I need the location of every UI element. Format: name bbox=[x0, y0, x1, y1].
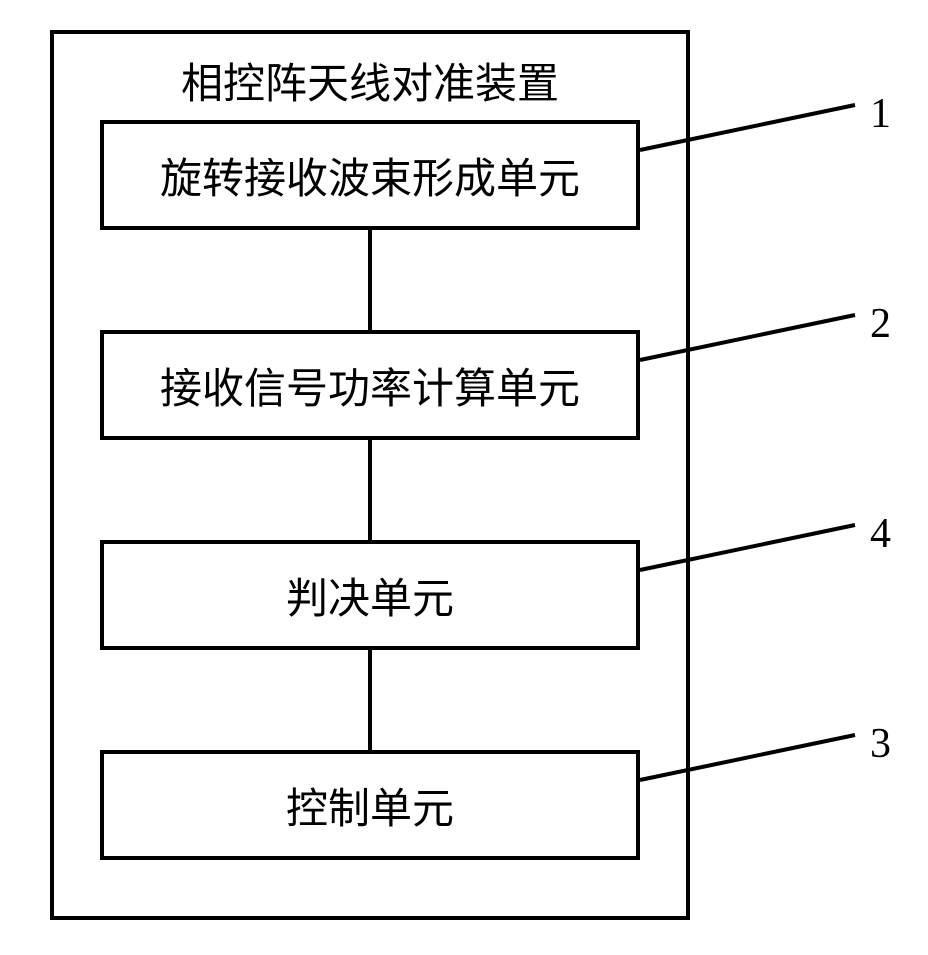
node-label: 控制单元 bbox=[286, 775, 454, 836]
connector-line bbox=[368, 230, 372, 330]
connector-line bbox=[368, 650, 372, 750]
reference-number: 1 bbox=[870, 90, 891, 138]
leader-line bbox=[640, 315, 855, 360]
node-box: 控制单元 bbox=[100, 750, 640, 860]
node-box: 旋转接收波束形成单元 bbox=[100, 120, 640, 230]
leader-line bbox=[640, 105, 855, 150]
leader-line bbox=[640, 735, 855, 780]
container-title: 相控阵天线对准装置 bbox=[50, 50, 690, 111]
reference-number: 3 bbox=[870, 720, 891, 768]
node-box: 判决单元 bbox=[100, 540, 640, 650]
node-box: 接收信号功率计算单元 bbox=[100, 330, 640, 440]
leader-line bbox=[640, 525, 855, 570]
node-label: 旋转接收波束形成单元 bbox=[160, 145, 580, 206]
reference-number: 4 bbox=[870, 510, 891, 558]
node-label: 接收信号功率计算单元 bbox=[160, 355, 580, 416]
connector-line bbox=[368, 440, 372, 540]
node-label: 判决单元 bbox=[286, 565, 454, 626]
reference-number: 2 bbox=[870, 300, 891, 348]
